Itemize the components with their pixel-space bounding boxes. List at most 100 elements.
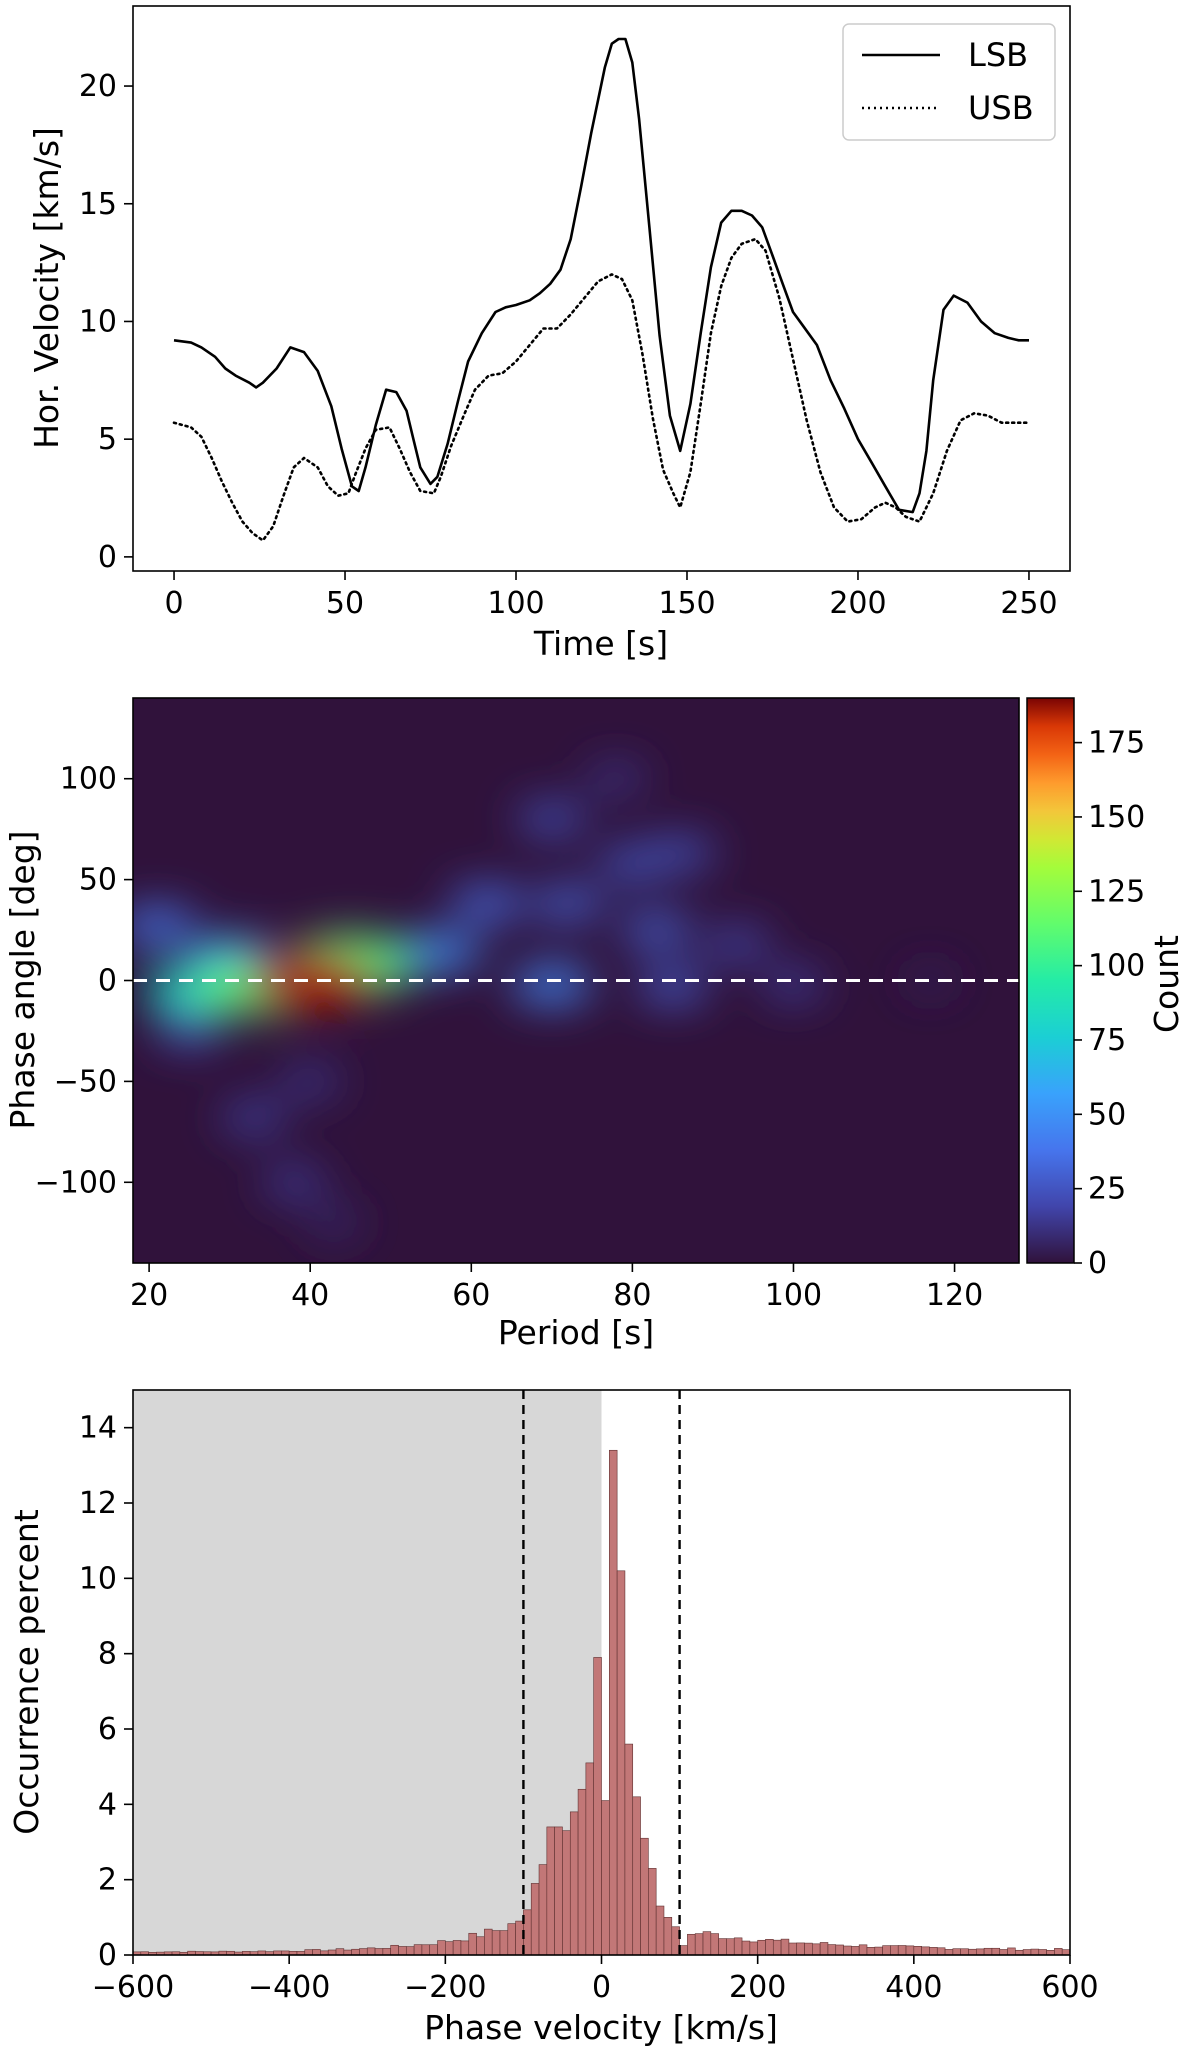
y-tick-label: 8: [98, 1637, 117, 1672]
histogram-bar: [577, 1788, 587, 1956]
y-ticks: 0 2 4 6 8 10 12 14: [79, 1411, 133, 1973]
histogram-bar: [812, 1943, 821, 1956]
x-tick-label: 60: [452, 1278, 490, 1313]
x-ticks: 20 40 60 80 100 120: [130, 1263, 983, 1313]
series-line-lsb: [173, 37, 1029, 514]
histogram-bar: [788, 1942, 798, 1956]
histogram-bar: [468, 1932, 477, 1956]
y-tick-label: 12: [79, 1486, 117, 1521]
histogram-bar: [624, 1743, 634, 1956]
density-blob: [762, 970, 825, 999]
histogram-bar: [366, 1947, 376, 1956]
y-tick-label: −100: [35, 1165, 117, 1200]
x-tick-label: 150: [658, 586, 715, 621]
y-axis-label: Occurrence percent: [7, 1509, 46, 1835]
x-axis-label: Period [s]: [498, 1313, 654, 1352]
colorbar-tick-label: 150: [1088, 800, 1145, 835]
histogram-bar: [632, 1796, 641, 1956]
density-blobs: [133, 765, 957, 1236]
y-tick-label: 4: [98, 1787, 117, 1822]
phase-angle-heatmap: 20 40 60 80 100 120 −100 −50 0 50 100 0 25 50 75 100 1…: [3, 697, 1186, 1352]
x-tick-label: 200: [729, 1970, 786, 2005]
x-tick-label: −600: [92, 1970, 174, 2005]
histogram-bar: [851, 1946, 860, 1956]
histogram-bar: [382, 1948, 391, 1956]
histogram-bar: [538, 1864, 548, 1956]
histogram-bar: [648, 1868, 657, 1956]
x-axis-label: Time [s]: [533, 624, 668, 663]
histogram-bar: [983, 1947, 993, 1956]
y-tick-label: 10: [79, 304, 117, 339]
density-blob: [704, 929, 770, 959]
x-axis-label: Phase velocity [km/s]: [424, 2008, 778, 2047]
histogram-bar: [749, 1941, 758, 1956]
histogram-bar: [1030, 1948, 1040, 1956]
x-tick-label: 250: [1000, 586, 1057, 621]
histogram-bar: [866, 1947, 876, 1956]
histogram-bar: [804, 1942, 813, 1956]
histogram-bar: [874, 1946, 883, 1956]
density-blob: [637, 970, 708, 1003]
density-blob: [531, 887, 605, 920]
y-axis-label: Phase angle [deg]: [3, 830, 42, 1129]
x-tick-label: 50: [326, 586, 364, 621]
density-blob: [263, 1168, 326, 1197]
histogram-bar: [913, 1946, 922, 1956]
histogram-bar: [710, 1933, 719, 1956]
y-axis-label: Hor. Velocity [km/s]: [27, 127, 66, 449]
histogram-bar: [585, 1762, 594, 1956]
histogram-bar: [991, 1947, 1001, 1956]
density-blob: [280, 1067, 341, 1095]
histogram-bar: [460, 1940, 470, 1956]
histogram-bar: [359, 1948, 368, 1956]
histogram-bar: [718, 1938, 727, 1956]
histogram-bar: [726, 1938, 735, 1956]
density-blob: [397, 933, 482, 971]
histogram-bar: [601, 1800, 610, 1956]
x-tick-label: 0: [164, 586, 183, 621]
density-blob: [306, 1210, 363, 1236]
y-tick-label: 100: [60, 762, 117, 797]
density-blob: [620, 914, 693, 947]
legend-label-usb: USB: [968, 89, 1034, 127]
x-tick-label: 40: [291, 1278, 329, 1313]
series-line-usb: [172, 237, 1031, 542]
x-tick-label: −400: [248, 1970, 330, 2005]
legend-box: [842, 23, 1056, 141]
histogram-bars: [132, 1449, 1071, 1956]
y-tick-label: 0: [98, 964, 117, 999]
histogram-bar: [765, 1939, 774, 1956]
density-blob: [450, 887, 525, 921]
colorbar-tick-label: 50: [1088, 1097, 1126, 1132]
histogram-bar: [819, 1942, 829, 1956]
histogram-bar: [905, 1945, 915, 1956]
histogram-bar: [687, 1933, 696, 1956]
histogram-bar: [335, 1948, 345, 1956]
y-tick-label: 20: [79, 69, 117, 104]
histogram-bar: [562, 1830, 571, 1956]
y-ticks: 0 5 10 15 20: [79, 69, 133, 575]
colorbar: [1026, 697, 1075, 1264]
histogram-bar: [1054, 1948, 1063, 1956]
histogram-bar: [491, 1930, 501, 1956]
histogram-bar: [655, 1905, 665, 1956]
x-tick-label: 20: [130, 1278, 168, 1313]
histogram-bar: [390, 1944, 399, 1956]
histogram-bar: [882, 1945, 891, 1956]
histogram-bar: [921, 1946, 930, 1956]
histogram-bar: [944, 1949, 954, 1956]
density-blob: [517, 804, 586, 835]
series-lines: [172, 37, 1031, 542]
y-tick-label: 14: [79, 1411, 117, 1446]
histogram-bar: [546, 1826, 555, 1956]
histogram-bar: [1038, 1949, 1047, 1956]
histogram-bar: [772, 1939, 782, 1956]
x-tick-label: −200: [404, 1970, 486, 2005]
histogram-bar: [890, 1945, 899, 1956]
histogram-bar: [796, 1942, 805, 1956]
histogram-bar: [952, 1948, 961, 1956]
histogram-bar: [616, 1570, 626, 1956]
density-blob: [597, 848, 667, 879]
x-tick-label: 100: [487, 586, 544, 621]
